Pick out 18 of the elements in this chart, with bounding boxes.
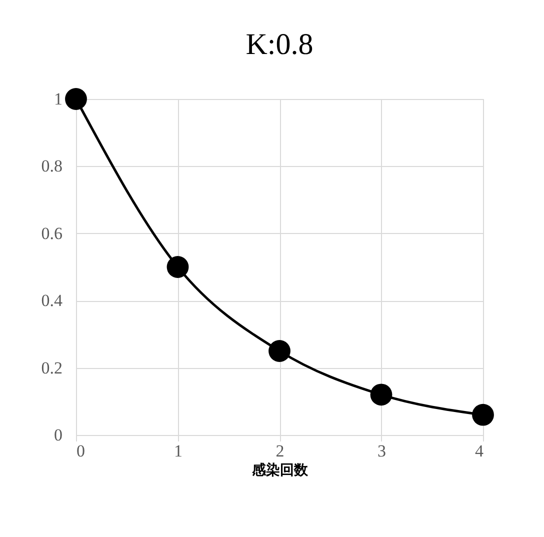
y-tick-label: 0 [54, 426, 62, 444]
point [472, 404, 494, 426]
y-tick-label: 0.8 [41, 156, 62, 176]
x-axis-title: 感染回数 [251, 462, 309, 478]
y-tick-label: 1 [54, 90, 62, 108]
point [65, 88, 87, 110]
y-tick-label: 0.2 [41, 358, 62, 378]
point [370, 384, 392, 406]
point [166, 256, 189, 278]
x-tick-label: 1 [174, 442, 182, 460]
x-tick-label: 3 [378, 442, 386, 460]
x-tick-label: 2 [276, 442, 284, 460]
chart-title: K:0.8 [246, 28, 314, 62]
x-tick-label: 4 [475, 442, 484, 460]
y-tick-label: 0.6 [41, 224, 62, 243]
x-tick-label: 0 [76, 442, 85, 460]
point [268, 340, 290, 362]
y-tick-label: 0.4 [41, 291, 63, 310]
